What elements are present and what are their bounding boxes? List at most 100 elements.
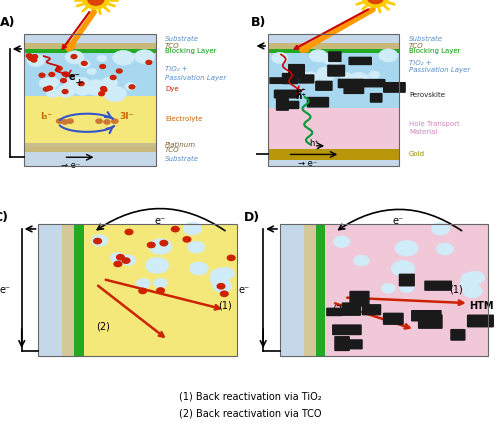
Text: (1): (1) xyxy=(450,285,464,295)
Circle shape xyxy=(149,239,172,255)
Circle shape xyxy=(392,261,415,277)
Circle shape xyxy=(96,85,108,92)
FancyBboxPatch shape xyxy=(383,82,406,93)
Circle shape xyxy=(216,267,234,280)
Bar xyxy=(24,142,156,147)
FancyBboxPatch shape xyxy=(344,82,364,94)
Circle shape xyxy=(39,78,53,88)
Bar xyxy=(268,160,400,166)
Circle shape xyxy=(39,73,45,77)
Circle shape xyxy=(368,0,384,3)
Circle shape xyxy=(84,80,107,95)
Text: e⁻: e⁻ xyxy=(393,216,404,226)
Text: e⁻: e⁻ xyxy=(238,285,250,295)
Text: A): A) xyxy=(0,16,16,29)
Circle shape xyxy=(73,78,90,89)
FancyBboxPatch shape xyxy=(307,97,329,107)
Circle shape xyxy=(102,77,117,88)
Circle shape xyxy=(368,71,380,78)
Bar xyxy=(84,224,237,356)
Bar xyxy=(280,224,304,356)
FancyBboxPatch shape xyxy=(287,101,300,109)
Circle shape xyxy=(91,235,108,246)
Bar xyxy=(316,224,326,356)
Text: D): D) xyxy=(244,211,260,224)
Circle shape xyxy=(379,49,398,62)
Text: TiO₂ +: TiO₂ + xyxy=(409,60,432,66)
Circle shape xyxy=(62,120,68,124)
Text: HTM: HTM xyxy=(468,301,493,311)
Circle shape xyxy=(104,120,110,124)
Bar xyxy=(268,108,400,149)
Text: e⁻: e⁻ xyxy=(296,87,306,96)
Circle shape xyxy=(32,55,38,58)
Circle shape xyxy=(134,50,154,64)
FancyBboxPatch shape xyxy=(328,51,342,62)
FancyBboxPatch shape xyxy=(362,304,382,315)
Bar xyxy=(24,152,156,166)
Circle shape xyxy=(125,229,133,235)
Bar xyxy=(24,34,156,43)
Circle shape xyxy=(43,77,60,88)
Text: Dye: Dye xyxy=(165,86,179,91)
Text: (2) Back reactivation via TCO: (2) Back reactivation via TCO xyxy=(179,408,321,419)
Circle shape xyxy=(183,222,202,235)
Text: → e⁻: → e⁻ xyxy=(60,162,80,170)
Circle shape xyxy=(228,255,235,261)
Text: (1): (1) xyxy=(218,301,232,311)
Bar xyxy=(268,34,400,43)
Circle shape xyxy=(101,88,107,92)
Circle shape xyxy=(436,243,454,255)
Circle shape xyxy=(67,119,73,123)
Circle shape xyxy=(317,67,334,78)
Circle shape xyxy=(28,56,34,60)
Circle shape xyxy=(122,258,130,263)
Circle shape xyxy=(97,55,106,62)
FancyBboxPatch shape xyxy=(327,65,345,77)
Circle shape xyxy=(146,61,152,65)
Text: Blocking Layer: Blocking Layer xyxy=(409,48,461,54)
Circle shape xyxy=(82,0,109,9)
Circle shape xyxy=(27,55,40,63)
Text: +: + xyxy=(74,78,84,88)
FancyBboxPatch shape xyxy=(348,339,363,349)
Circle shape xyxy=(139,288,146,294)
Circle shape xyxy=(112,119,118,123)
Circle shape xyxy=(112,50,134,65)
Circle shape xyxy=(334,236,350,248)
Bar xyxy=(74,224,84,356)
Circle shape xyxy=(104,86,126,102)
Circle shape xyxy=(319,72,334,82)
Bar xyxy=(268,53,400,82)
Circle shape xyxy=(146,257,169,274)
Circle shape xyxy=(98,92,104,96)
Bar xyxy=(268,49,400,53)
Circle shape xyxy=(98,85,108,91)
Circle shape xyxy=(395,240,418,256)
Circle shape xyxy=(342,73,351,79)
Circle shape xyxy=(460,278,478,290)
Circle shape xyxy=(183,237,191,242)
Bar xyxy=(268,82,400,108)
Text: Blocking Layer: Blocking Layer xyxy=(165,48,216,54)
Text: Substrate: Substrate xyxy=(409,36,443,42)
Circle shape xyxy=(331,62,340,68)
Circle shape xyxy=(148,242,155,248)
Bar xyxy=(24,97,156,142)
Circle shape xyxy=(62,90,68,94)
Bar xyxy=(268,149,400,160)
Text: Perovskite: Perovskite xyxy=(409,92,445,98)
Bar xyxy=(24,34,156,166)
Circle shape xyxy=(57,84,75,97)
Text: Electrolyte: Electrolyte xyxy=(165,116,202,123)
Circle shape xyxy=(160,240,168,246)
Circle shape xyxy=(110,252,126,263)
Circle shape xyxy=(301,72,318,84)
Circle shape xyxy=(46,86,52,90)
Circle shape xyxy=(78,82,84,86)
Circle shape xyxy=(460,273,478,284)
Circle shape xyxy=(188,241,205,253)
Circle shape xyxy=(114,261,122,267)
FancyBboxPatch shape xyxy=(282,73,298,84)
Text: I₃⁻: I₃⁻ xyxy=(40,112,52,121)
